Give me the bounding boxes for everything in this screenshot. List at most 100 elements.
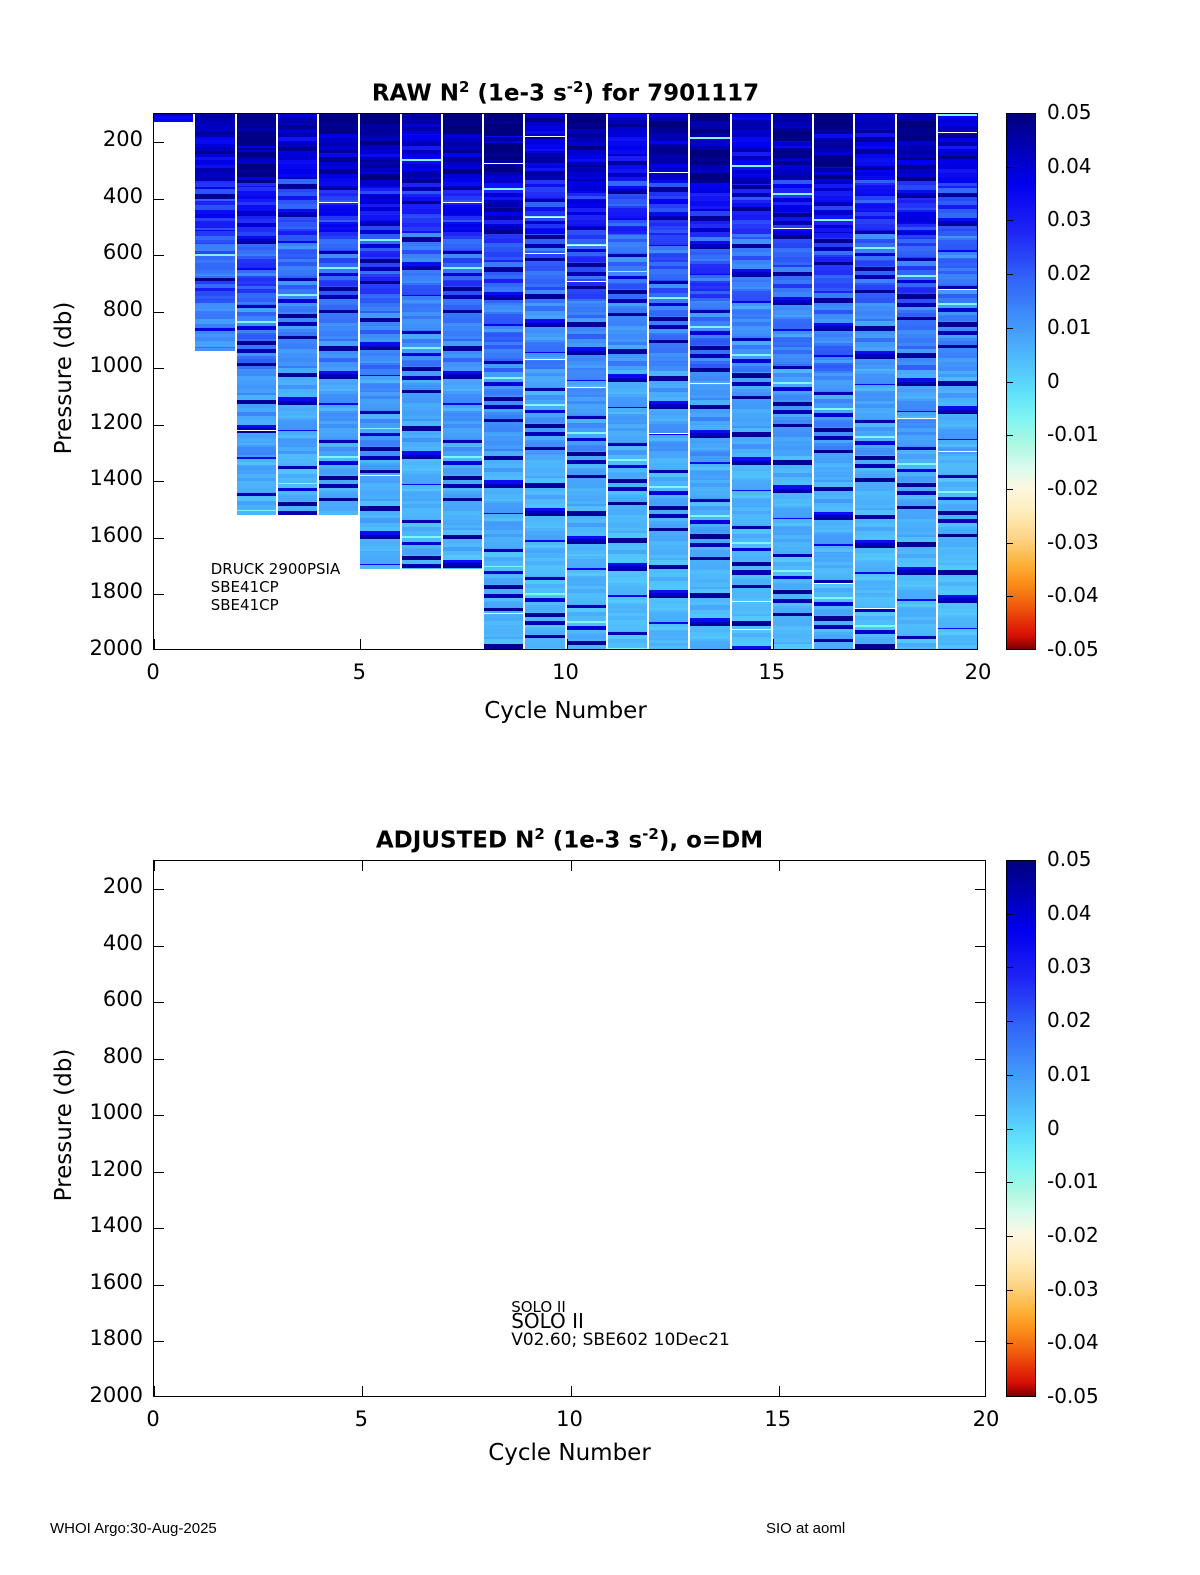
heatmap-stripe: [855, 168, 895, 171]
x-axis-tick-label: 5: [352, 660, 366, 684]
heatmap-stripe: [690, 271, 730, 274]
heatmap-stripe: [896, 222, 936, 224]
heatmap-stripe: [360, 392, 400, 396]
heatmap-stripe: [814, 624, 854, 629]
heatmap-stripe: [649, 380, 689, 385]
heatmap-stripe: [731, 121, 771, 126]
heatmap-stripe: [525, 518, 565, 522]
heatmap-stripe: [319, 503, 359, 507]
heatmap-stripe: [731, 272, 771, 275]
heatmap-stripe: [690, 645, 730, 649]
heatmap-stripe: [690, 527, 730, 529]
heatmap-stripe: [566, 432, 606, 435]
heatmap-stripe: [525, 265, 565, 271]
heatmap-stripe: [319, 157, 359, 162]
heatmap-stripe: [566, 531, 606, 536]
heatmap-stripe: [607, 272, 648, 276]
heatmap-stripe: [937, 357, 977, 361]
heatmap-stripe: [360, 289, 400, 295]
heatmap-stripe: [525, 325, 565, 328]
heatmap-stripe: [937, 523, 977, 527]
heatmap-stripe: [772, 401, 813, 406]
heatmap-stripe: [566, 338, 606, 343]
heatmap-stripe: [566, 192, 606, 196]
heatmap-stripe: [484, 624, 524, 630]
heatmap-stripe: [896, 428, 936, 432]
heatmap-stripe: [525, 372, 565, 377]
heatmap-stripe: [855, 486, 895, 492]
heatmap-stripe: [525, 540, 565, 542]
heatmap-stripe: [649, 127, 689, 129]
heatmap-stripe: [855, 185, 895, 190]
heatmap-stripe: [277, 222, 318, 227]
heatmap-stripe: [236, 262, 276, 267]
heatmap-stripe: [937, 594, 977, 599]
heatmap-stripe: [690, 334, 730, 339]
heatmap-stripe: [607, 523, 648, 528]
heatmap-stripe: [607, 542, 648, 547]
heatmap-stripe: [525, 360, 565, 365]
heatmap-stripe: [855, 519, 895, 524]
heatmap-stripe: [855, 265, 895, 268]
heatmap-stripe: [442, 529, 483, 535]
heatmap-stripe: [360, 214, 400, 216]
heatmap-stripe: [855, 643, 895, 645]
heatmap-stripe: [236, 284, 276, 286]
heatmap-stripe: [525, 247, 565, 251]
heatmap-stripe: [649, 159, 689, 164]
heatmap-stripe: [607, 400, 648, 406]
y-axis-tick-label: 2000: [89, 636, 143, 660]
heatmap-stripe: [896, 169, 936, 173]
heatmap-stripe: [855, 607, 895, 609]
heatmap-stripe: [937, 326, 977, 331]
heatmap-stripe: [937, 414, 977, 418]
heatmap-stripe: [607, 585, 648, 590]
heatmap-stripe: [566, 489, 606, 492]
heatmap-stripe: [360, 262, 400, 267]
heatmap-stripe: [360, 286, 400, 290]
heatmap-stripe: [649, 342, 689, 346]
heatmap-stripe: [731, 448, 771, 454]
y-axis-tick-label: 2000: [89, 1383, 143, 1407]
heatmap-stripe: [772, 256, 813, 262]
heatmap-stripe: [277, 429, 318, 432]
heatmap-stripe: [814, 237, 854, 240]
heatmap-stripe: [690, 578, 730, 584]
heatmap-stripe: [484, 236, 524, 239]
heatmap-stripe: [690, 282, 730, 287]
heatmap-stripe: [277, 351, 318, 353]
heatmap-stripe: [360, 247, 400, 252]
heatmap-stripe: [484, 129, 524, 134]
heatmap-stripe: [442, 258, 483, 263]
heatmap-stripe: [649, 581, 689, 586]
heatmap-stripe: [277, 280, 318, 285]
heatmap-stripe: [937, 225, 977, 229]
heatmap-stripe: [442, 287, 483, 292]
heatmap-stripe: [525, 446, 565, 450]
heatmap-stripe: [525, 235, 565, 240]
heatmap-stripe: [525, 436, 565, 440]
heatmap-stripe: [855, 600, 895, 602]
heatmap-stripe: [195, 144, 235, 148]
y-axis-tick-label: 1200: [89, 409, 143, 434]
heatmap-stripe: [690, 471, 730, 475]
heatmap-stripe: [772, 329, 813, 331]
heatmap-stripe: [814, 517, 854, 520]
heatmap-stripe: [690, 409, 730, 414]
heatmap-stripe: [401, 518, 441, 520]
heatmap-stripe: [525, 568, 565, 570]
heatmap-stripe: [814, 140, 854, 143]
heatmap-stripe: [649, 265, 689, 270]
heatmap-stripe: [731, 165, 771, 167]
heatmap-stripe: [731, 133, 771, 137]
heatmap-stripe: [484, 348, 524, 353]
heatmap-stripe: [360, 252, 400, 258]
heatmap-stripe: [855, 481, 895, 485]
heatmap-stripe: [814, 638, 854, 643]
heatmap-stripe: [607, 265, 648, 271]
heatmap-stripe: [772, 383, 813, 388]
heatmap-stripe: [690, 205, 730, 210]
plot-annotation: DRUCK 2900PSIA: [210, 560, 341, 579]
heatmap-stripe: [731, 584, 771, 588]
heatmap-stripe: [195, 198, 235, 202]
